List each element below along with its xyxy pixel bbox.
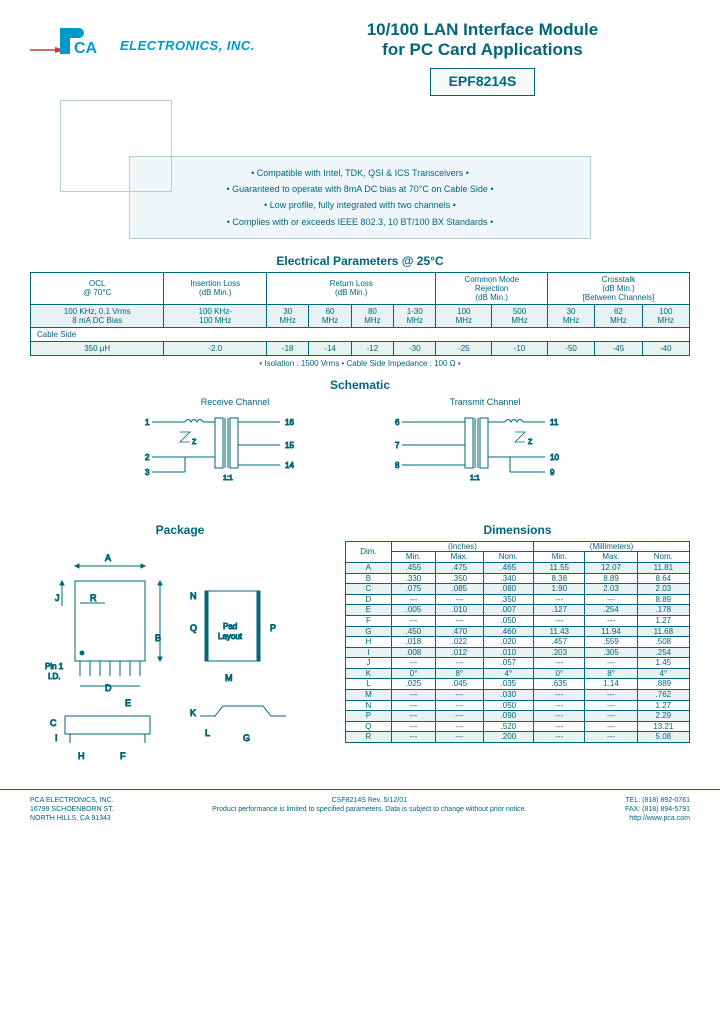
svg-text:I: I [55, 733, 58, 743]
dimensions-table: Dim.(Inches)(Millimeters) Min.Max.Nom.Mi… [345, 541, 690, 743]
svg-text:15: 15 [285, 441, 294, 450]
svg-text:1:1: 1:1 [223, 475, 233, 482]
svg-text:6: 6 [395, 418, 400, 427]
company-logo: CA ELECTRONICS, INC. [30, 20, 255, 70]
svg-text:Pad: Pad [223, 622, 237, 631]
svg-text:F: F [120, 751, 126, 761]
svg-text:2: 2 [145, 453, 150, 462]
svg-text:C: C [50, 718, 57, 728]
svg-text:CA: CA [74, 40, 98, 57]
page-title-1: 10/100 LAN Interface Module [275, 20, 690, 40]
svg-text:Q: Q [190, 623, 197, 633]
svg-text:N: N [190, 591, 197, 601]
svg-text:Z: Z [528, 439, 533, 446]
svg-text:I.D.: I.D. [48, 672, 60, 681]
image-placeholder [60, 100, 172, 192]
svg-text:E: E [125, 698, 131, 708]
schematic-title: Schematic [30, 378, 690, 392]
schematic-diagrams: Receive Channel 1 2 3 Z 16 15 14 1:1 Tra… [30, 397, 690, 500]
svg-text:16: 16 [285, 418, 294, 427]
svg-text:G: G [243, 733, 250, 743]
svg-text:1:1: 1:1 [470, 475, 480, 482]
svg-text:7: 7 [395, 441, 400, 450]
page-footer: PCA ELECTRONICS, INC. 16799 SCHOENBORN S… [0, 789, 720, 823]
svg-text:P: P [270, 623, 276, 633]
svg-text:10: 10 [550, 453, 559, 462]
svg-text:Pin 1: Pin 1 [45, 662, 64, 671]
features-list: Compatible with Intel, TDK, QSI & ICS Tr… [129, 156, 591, 239]
svg-text:Layout: Layout [218, 632, 243, 641]
svg-text:9: 9 [550, 468, 555, 477]
svg-text:14: 14 [285, 461, 294, 470]
svg-text:M: M [225, 673, 233, 683]
svg-text:H: H [78, 751, 85, 761]
company-name: ELECTRONICS, INC. [120, 38, 255, 53]
svg-text:L: L [205, 728, 210, 738]
svg-text:11: 11 [550, 418, 559, 427]
svg-text:J: J [55, 593, 60, 603]
svg-text:Z: Z [192, 439, 197, 446]
package-diagram: A J R B Pin 1I.D. D E CI HF NP PadLayout… [30, 541, 330, 771]
svg-text:1: 1 [145, 418, 150, 427]
svg-text:3: 3 [145, 468, 150, 477]
svg-text:8: 8 [395, 461, 400, 470]
dimensions-title: Dimensions [345, 523, 690, 537]
svg-text:R: R [90, 593, 97, 603]
package-title: Package [30, 523, 330, 537]
part-number-box: EPF8214S [430, 68, 536, 96]
isolation-note: • Isolation : 1500 Vrms • Cable Side Imp… [30, 359, 690, 368]
elec-params-table: OCL @ 70°C Insertion Loss (dB Min.) Retu… [30, 272, 690, 356]
elec-params-title: Electrical Parameters @ 25°C [30, 254, 690, 268]
page-title-2: for PC Card Applications [275, 40, 690, 60]
svg-text:D: D [105, 683, 112, 693]
svg-text:K: K [190, 708, 196, 718]
svg-text:A: A [105, 553, 111, 563]
